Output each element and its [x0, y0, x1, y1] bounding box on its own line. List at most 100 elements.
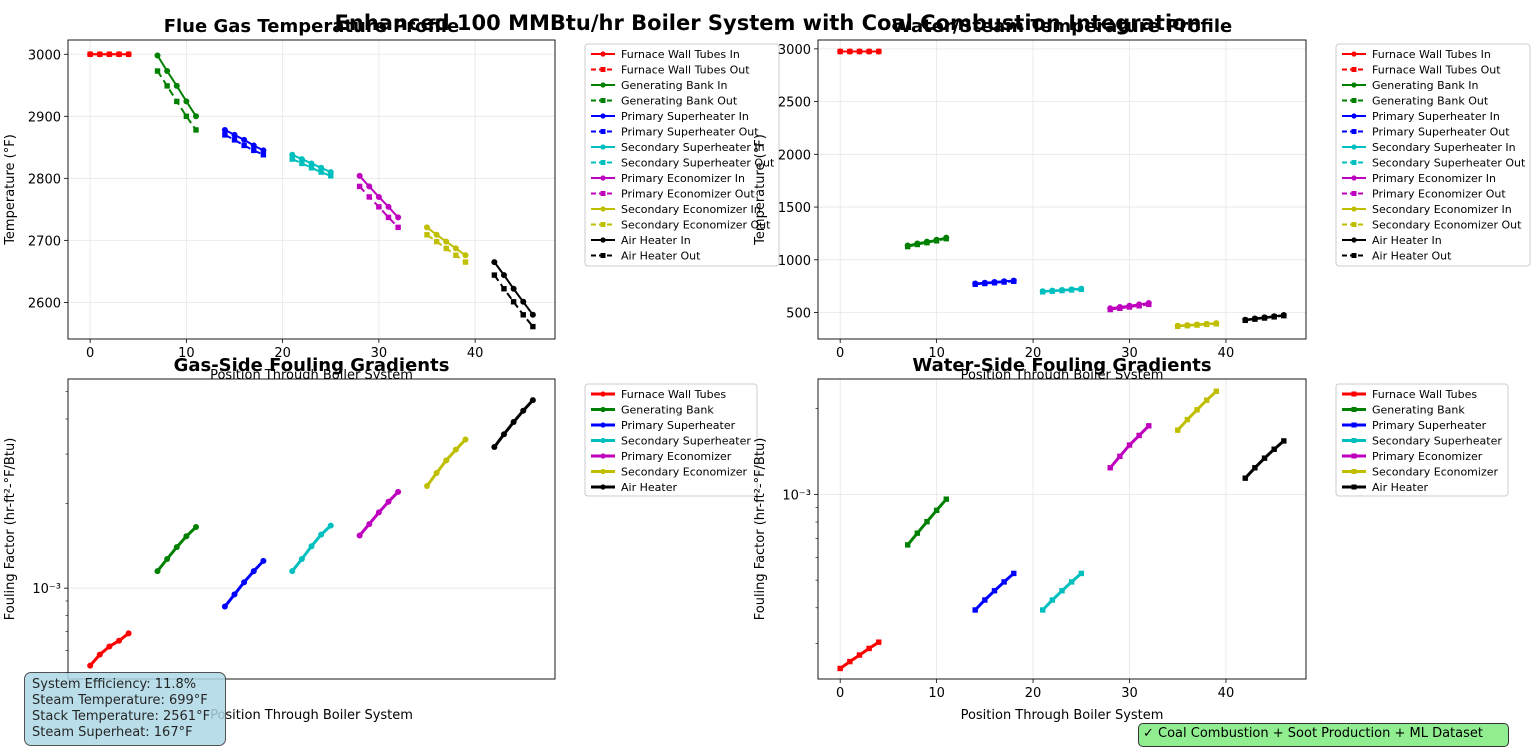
water_fouling-legend-marker [1351, 391, 1357, 397]
water_fouling-legend-box [1335, 383, 1509, 497]
water-data-point [1242, 317, 1248, 324]
flue-legend-label: Furnace Wall Tubes In [621, 48, 740, 61]
water_fouling-legend-marker [1351, 469, 1357, 474]
gas_fouling-legend-label: Secondary Economizer [621, 466, 747, 479]
flue-legend-marker [600, 51, 606, 57]
water_fouling-data-point [991, 588, 998, 594]
flue-data-point [260, 147, 267, 154]
flue-title: Flue Gas Temperature Profile [164, 16, 460, 37]
flue-data-point [356, 183, 363, 190]
gas_fouling-data-point [452, 446, 459, 453]
water-legend-marker [1351, 160, 1357, 165]
water-data-point [1281, 312, 1287, 319]
gas_fouling-legend-box [584, 383, 758, 497]
gas_fouling-data-point [231, 591, 238, 598]
flue-data-point [164, 83, 170, 89]
water-data-point [1261, 315, 1268, 321]
efficiency-text: System Efficiency: 11.8% [32, 677, 197, 692]
steam-superheat-text: Steam Superheat: 167°F [32, 725, 193, 740]
flue-data-point [318, 169, 324, 175]
water-axes-frame [817, 39, 1307, 340]
water-data-point [1040, 289, 1046, 295]
water_fouling-data-point [982, 597, 988, 603]
water-legend-label: Primary Superheater In [1372, 110, 1500, 123]
gas_fouling-y-tick-label: 10⁻³ [32, 582, 61, 597]
water_fouling-legend-marker [1351, 422, 1357, 428]
water-data-point [847, 48, 853, 55]
water-legend-label: Primary Economizer In [1372, 172, 1496, 185]
flue-legend-label: Generating Bank In [621, 79, 727, 92]
water-data-point [1078, 286, 1084, 293]
water_fouling-y-tick-label: 10⁻³ [782, 488, 811, 503]
water_fouling-plot-area [818, 379, 1306, 679]
water-legend-label: Generating Bank Out [1372, 95, 1489, 108]
gas_fouling-data-point [395, 488, 402, 495]
gas_fouling-legend-label: Furnace Wall Tubes [621, 388, 726, 401]
flue-data-point [529, 311, 536, 318]
flue-x-tick-label: 20 [274, 346, 291, 361]
water_fouling-legend-marker [1351, 453, 1357, 459]
flue-legend-marker [600, 160, 606, 165]
water_fouling-legend-label: Air Heater [1372, 481, 1428, 494]
flue-x-tick-label: 10 [178, 346, 195, 361]
flue-data-point [193, 127, 199, 133]
water_fouling-data-point [1011, 570, 1017, 577]
flue-y-axis-label: Temperature (°F) [3, 134, 18, 246]
water-data-point [1049, 288, 1056, 294]
water_fouling-x-tick-label: 30 [1121, 686, 1138, 701]
water_fouling-legend-label: Primary Economizer [1372, 450, 1483, 463]
flue-series-secondary-superheater-out [291, 158, 332, 177]
water-legend-marker [1351, 175, 1357, 181]
flue-y-tick-label: 2800 [28, 172, 61, 187]
flue-data-point [308, 165, 315, 171]
flue-legend-label: Secondary Superheater Out [621, 157, 775, 170]
gas_fouling-data-point [173, 544, 180, 551]
water-x-tick-label: 10 [928, 346, 945, 361]
water-y-tick-label: 2500 [778, 96, 811, 111]
water-data-point [1059, 287, 1065, 294]
water-data-point [972, 281, 978, 287]
water_fouling-data-point [856, 652, 863, 658]
water_fouling-data-point [1126, 442, 1133, 448]
water-y-tick-label: 500 [786, 307, 811, 322]
flue-data-point [308, 160, 315, 167]
flue-data-point [443, 245, 449, 252]
gas_fouling-data-point [318, 531, 325, 538]
water-legend-marker [1351, 222, 1357, 227]
flue-data-point [241, 136, 248, 143]
water-legend-label: Primary Superheater Out [1372, 126, 1510, 139]
water_fouling-x-tick-label: 10 [928, 686, 945, 701]
water-x-tick-label: 20 [1025, 346, 1042, 361]
water_fouling-data-point [904, 542, 911, 548]
flue-legend-label: Primary Superheater In [621, 110, 749, 123]
flue-data-point [433, 231, 440, 238]
gas_fouling-data-point [193, 524, 200, 531]
water-data-point [1136, 303, 1142, 309]
flue-data-point [510, 285, 517, 292]
gas_fouling-data-point [491, 443, 498, 450]
gas_fouling-legend-label: Primary Economizer [621, 450, 732, 463]
gas_fouling-data-point [154, 568, 161, 575]
water_fouling-data-point [1184, 416, 1191, 423]
status-badge: ✓ Coal Combustion + Soot Production + ML… [1138, 723, 1509, 747]
flue-data-point [318, 164, 325, 171]
water_fouling-data-point [1242, 475, 1248, 481]
flue-data-point [231, 137, 238, 143]
flue-data-point [443, 238, 450, 245]
gas_fouling-data-point [96, 651, 103, 658]
flue-data-point [173, 82, 180, 89]
flue-data-point [125, 51, 132, 57]
water-legend-label: Air Heater Out [1372, 250, 1452, 263]
water-legend-marker [1351, 144, 1357, 150]
water-legend-marker [1351, 237, 1357, 243]
water-data-point [866, 48, 872, 55]
gas_fouling-legend-label: Generating Bank [621, 404, 714, 417]
water_fouling-legend-marker [1351, 407, 1357, 412]
gas_fouling-data-point [298, 555, 305, 562]
flue-series-air-heater-out [493, 274, 534, 328]
flue-data-point [520, 312, 526, 318]
gas_fouling-data-point [308, 543, 315, 550]
water_fouling-data-point [1040, 607, 1046, 613]
flue-data-point [97, 51, 103, 57]
water-series-primary-economizer-out [1110, 303, 1149, 311]
